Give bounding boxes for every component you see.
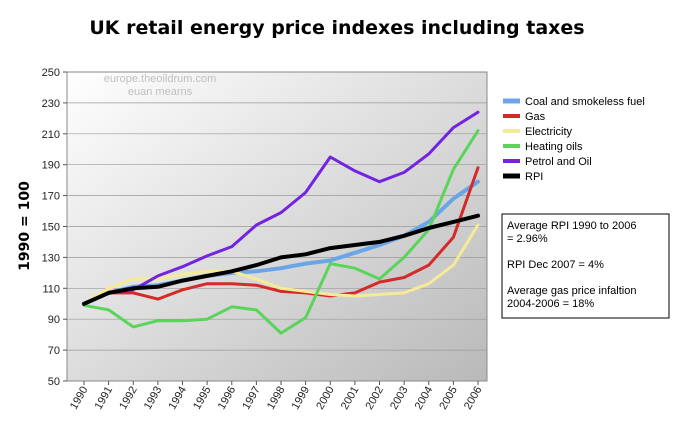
note-line: Average gas price infaltion (507, 285, 636, 297)
x-tick-label: 1991 (93, 385, 116, 412)
legend-label: Gas (525, 111, 546, 123)
note-box: Average RPI 1990 to 2006 = 2.96% RPI Dec… (501, 213, 670, 319)
legend-label: Electricity (525, 126, 573, 138)
series-lines (82, 110, 480, 335)
note-line: RPI Dec 2007 = 4% (507, 259, 604, 271)
y-tick-label: 250 (42, 67, 60, 79)
note-line: Average RPI 1990 to 2006 (507, 220, 636, 232)
legend-label: Heating oils (525, 141, 583, 153)
y-tick-label: 170 (42, 191, 60, 203)
x-tick-label: 1998 (265, 385, 288, 412)
y-tick-label: 150 (42, 222, 60, 234)
y-tick-label: 130 (42, 252, 60, 264)
x-tick-label: 1999 (290, 385, 313, 412)
x-tick-label: 2004 (413, 385, 436, 412)
note-line: = 2.96% (507, 233, 548, 245)
watermark-site: europe.theoildrum.com (104, 73, 217, 85)
legend: Coal and smokeless fuel Gas Electricity Hea… (503, 96, 645, 183)
x-tick-label: 1996 (216, 385, 239, 412)
x-tick-label: 1994 (166, 385, 189, 412)
note-line: 2004-2006 = 18% (507, 298, 594, 310)
series-line-5 (82, 213, 480, 306)
chart-title: UK retail energy price indexes including… (89, 17, 584, 39)
grid-lines (67, 102, 487, 351)
series-line-1 (82, 166, 480, 306)
x-tick-label: 2000 (314, 385, 337, 412)
x-tick-label: 2006 (462, 385, 485, 412)
legend-label: RPI (525, 171, 543, 183)
legend-label: Petrol and Oil (525, 156, 592, 168)
x-axis-ticks: 1990 1991 1992 1993 1994 1995 1996 1997 1998 1999… (68, 381, 485, 412)
y-tick-label: 190 (42, 160, 60, 172)
y-tick-label: 230 (42, 98, 60, 110)
x-tick-label: 2003 (388, 385, 411, 412)
y-tick-label: 70 (48, 345, 60, 357)
x-tick-label: 2002 (363, 385, 386, 412)
y-tick-label: 90 (48, 314, 60, 326)
series-line-3 (82, 129, 480, 335)
y-tick-label: 210 (42, 129, 60, 141)
x-tick-label: 2005 (437, 385, 460, 412)
legend-label: Coal and smokeless fuel (525, 96, 645, 108)
y-axis-ticks: 50 70 90 110 130 150 170 190 210 230 250 (42, 67, 67, 388)
watermark-author: euan mearns (128, 86, 193, 98)
x-tick-label: 1997 (240, 385, 263, 412)
series-line-4 (82, 110, 480, 306)
note-box-frame (501, 213, 670, 319)
y-tick-label: 50 (48, 376, 60, 388)
x-tick-label: 1993 (142, 385, 165, 412)
y-axis-label: 1990 = 100 (17, 181, 33, 271)
x-tick-label: 1992 (117, 385, 140, 412)
x-tick-label: 1990 (68, 385, 91, 412)
y-tick-label: 110 (42, 283, 60, 295)
x-tick-label: 2001 (339, 385, 362, 412)
x-tick-label: 1995 (191, 385, 214, 412)
